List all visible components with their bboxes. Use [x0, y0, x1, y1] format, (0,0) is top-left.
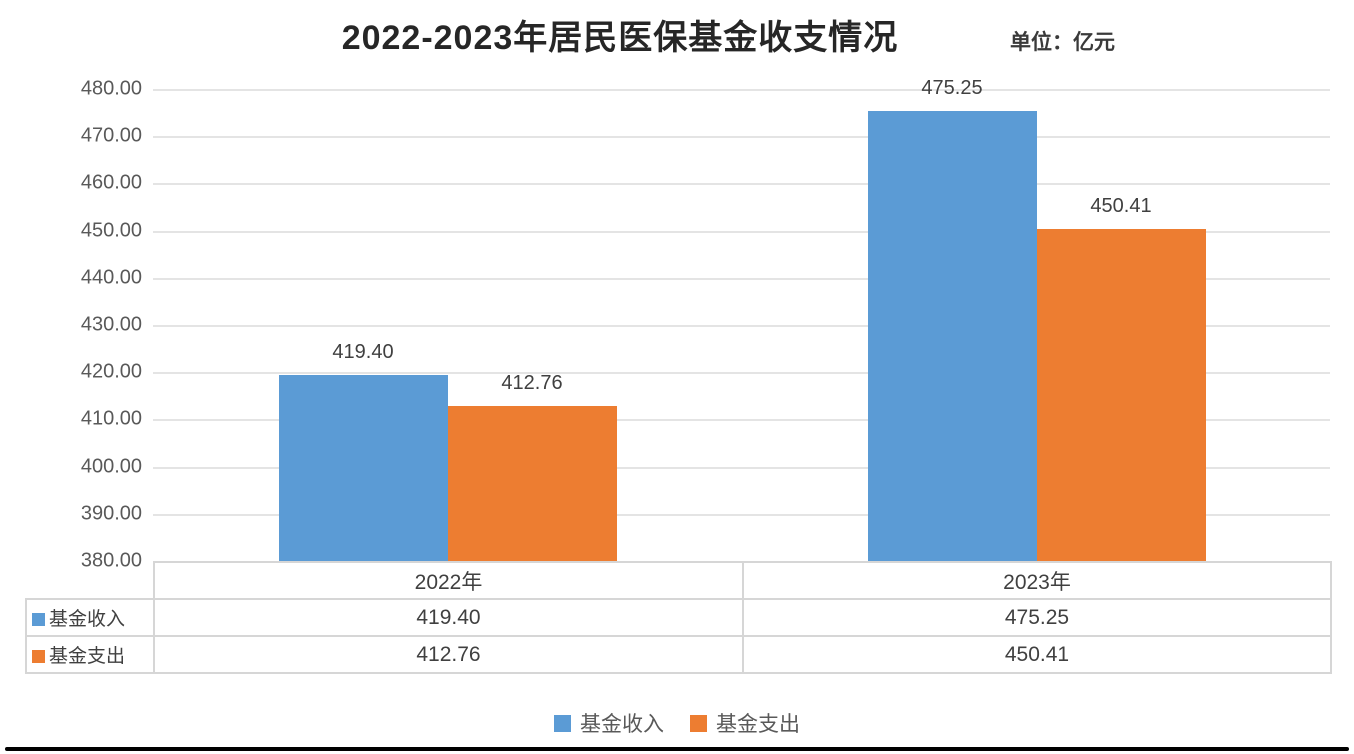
y-axis-tick-label: 460.00 [80, 171, 142, 194]
table-column-header: 2022年 [153, 561, 744, 600]
gridline [153, 513, 1330, 516]
y-axis-tick-label: 420.00 [80, 360, 142, 383]
y-axis-tick-label: 470.00 [80, 124, 142, 147]
bar-series2-cat1 [447, 406, 617, 561]
bar-value-label: 412.76 [501, 372, 563, 395]
y-axis-tick-label: 440.00 [80, 266, 142, 289]
legend-swatch-icon [554, 714, 571, 732]
legend-item: 基金支出 [690, 708, 800, 738]
gridline [153, 230, 1330, 233]
series-label-cell: 基金支出 [25, 635, 155, 674]
y-axis-tick-label: 480.00 [80, 77, 142, 100]
y-axis-tick-label: 400.00 [80, 455, 142, 478]
legend-item: 基金收入 [554, 708, 664, 738]
gridline [153, 277, 1330, 280]
gridline [153, 466, 1330, 469]
bar-value-label: 475.25 [921, 77, 983, 100]
table-value-cell: 450.41 [742, 635, 1332, 674]
unit-label: 单位：亿元 [1010, 31, 1115, 54]
gridline [153, 372, 1330, 375]
y-axis-tick-label: 390.00 [80, 502, 142, 525]
legend-label: 基金支出 [716, 713, 800, 736]
page-bottom-rule [5, 747, 1349, 751]
bar-series1-cat2 [867, 111, 1037, 561]
table-value-cell: 412.76 [153, 635, 744, 674]
series-swatch-icon [32, 613, 45, 626]
table-corner-empty [26, 562, 154, 599]
legend-swatch-icon [690, 714, 707, 732]
table-value-cell: 475.25 [742, 598, 1332, 637]
chart-title: 2022-2023年居民医保基金收支情况 [341, 19, 899, 57]
bar-series1-cat1 [278, 375, 448, 561]
table-value-cell: 419.40 [153, 598, 744, 637]
gridline [153, 136, 1330, 139]
gridline [153, 183, 1330, 186]
bar-series2-cat2 [1036, 228, 1206, 561]
y-axis-tick-label: 410.00 [80, 407, 142, 430]
table-column-header: 2023年 [742, 561, 1332, 600]
table-row: 基金收入 419.40 475.25 [25, 598, 1332, 637]
y-axis-tick-label: 450.00 [80, 219, 142, 242]
table-row: 基金支出 412.76 450.41 [25, 635, 1332, 674]
bar-value-label: 419.40 [332, 341, 394, 364]
y-axis-tick-label: 430.00 [80, 313, 142, 336]
gridline [153, 325, 1330, 327]
chart-legend: 基金收入 基金支出 [0, 708, 1354, 738]
chart-data-table: 2022年 2023年 基金收入 419.40 475.25 基金支出 412.76 450.… [25, 561, 1332, 674]
series-label-cell: 基金收入 [25, 598, 155, 637]
bar-value-label: 450.41 [1090, 194, 1152, 217]
y-axis-tick-label: 380.00 [80, 549, 142, 572]
series-swatch-icon [32, 650, 45, 663]
gridline [153, 89, 1330, 91]
legend-label: 基金收入 [580, 713, 664, 736]
gridline [153, 419, 1330, 422]
